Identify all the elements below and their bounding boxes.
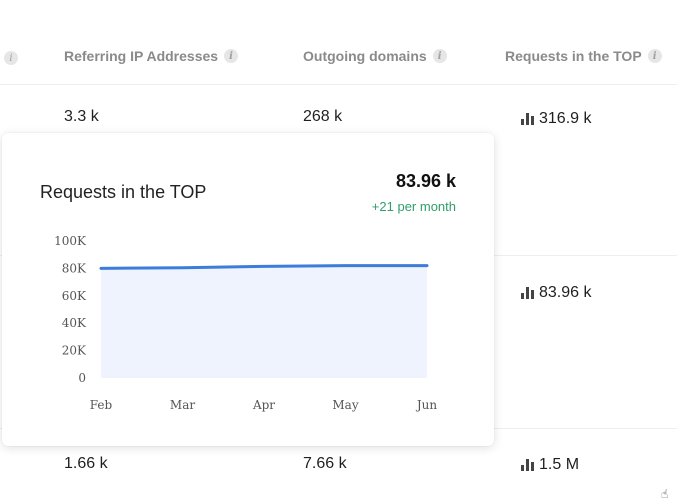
column-header-referring-ips[interactable]: Referring IP Addresses i: [64, 48, 239, 64]
cell-requests-top[interactable]: 316.9 k: [521, 110, 591, 128]
info-icon[interactable]: i: [647, 49, 662, 63]
table-header: i Referring IP Addresses i Outgoing doma…: [0, 0, 677, 85]
requests-value: 83.96 k: [539, 284, 592, 301]
x-tick-label: May: [332, 398, 358, 412]
cell-referring-ips: 3.3 k: [64, 108, 99, 125]
y-tick-label: 0: [78, 371, 86, 385]
column-header-requests-top[interactable]: Requests in the TOP i: [505, 48, 662, 64]
bar-chart-icon: [521, 113, 534, 125]
info-icon[interactable]: i: [4, 51, 18, 65]
column-header-label: Outgoing domains: [303, 48, 427, 64]
bar-chart-icon: [521, 459, 534, 471]
requests-chart: 100K 80K 60K 40K 20K 0 Feb Mar Apr May Jun: [54, 234, 438, 412]
info-icon[interactable]: i: [224, 49, 239, 63]
info-icon[interactable]: i: [432, 49, 447, 63]
y-tick-label: 80K: [62, 261, 87, 275]
cell-referring-ips: 1.66 k: [64, 455, 108, 472]
column-header-outgoing-domains[interactable]: Outgoing domains i: [303, 48, 447, 64]
cell-requests-top[interactable]: 83.96 k: [521, 284, 591, 302]
x-tick-label: Jun: [415, 398, 438, 412]
cell-outgoing-domains: 268 k: [303, 108, 343, 125]
tooltip-title: Requests in the TOP: [40, 182, 207, 202]
series-line: [99, 264, 429, 270]
y-tick-label: 20K: [62, 344, 87, 358]
requests-value: 316.9 k: [539, 110, 592, 127]
x-tick-label: Feb: [90, 398, 113, 412]
column-header-label: Referring IP Addresses: [64, 48, 219, 64]
series-area: [101, 265, 427, 378]
cell-outgoing-domains: 7.66 k: [303, 455, 347, 472]
column-header-label: Requests in the TOP: [505, 48, 642, 64]
tooltip-value: 83.96 k: [395, 171, 456, 191]
y-tick-label: 60K: [62, 289, 87, 303]
tooltip-delta: +21 per month: [371, 199, 456, 214]
requests-value: 1.5 M: [539, 456, 580, 473]
y-tick-label: 40K: [62, 316, 87, 330]
cell-requests-top[interactable]: 1.5 M: [521, 456, 579, 474]
requests-tooltip: Requests in the TOP 83.96 k +21 per mont…: [2, 133, 494, 446]
cursor-icon: ☝: [661, 487, 669, 501]
x-tick-label: Mar: [170, 398, 195, 412]
bar-chart-icon: [521, 287, 534, 299]
y-tick-label: 100K: [54, 234, 87, 248]
x-tick-label: Apr: [252, 398, 275, 412]
